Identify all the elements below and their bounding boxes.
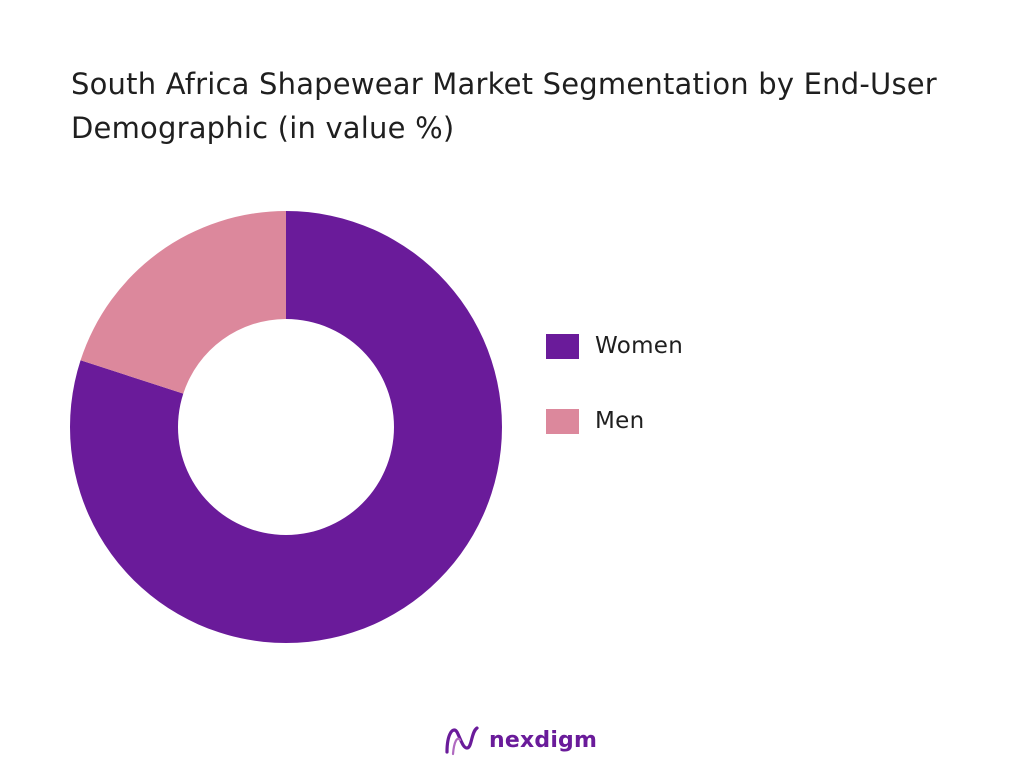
brand-logo: nexdigm: [443, 722, 597, 758]
legend-swatch-women: [546, 333, 579, 359]
donut-slice-men: [80, 211, 286, 394]
brand-name: nexdigm: [489, 727, 598, 753]
chart-legend: Women Men: [546, 326, 683, 476]
legend-item-men: Men: [546, 401, 683, 441]
legend-swatch-men: [546, 408, 579, 434]
legend-label-women: Women: [595, 333, 684, 359]
nexdigm-logo-icon: [445, 726, 479, 756]
donut-slice-women: [70, 211, 503, 643]
legend-label-men: Men: [595, 408, 645, 434]
chart-title: South Africa Shapewear Market Segmentati…: [71, 67, 937, 145]
legend-item-women: Women: [546, 326, 683, 366]
